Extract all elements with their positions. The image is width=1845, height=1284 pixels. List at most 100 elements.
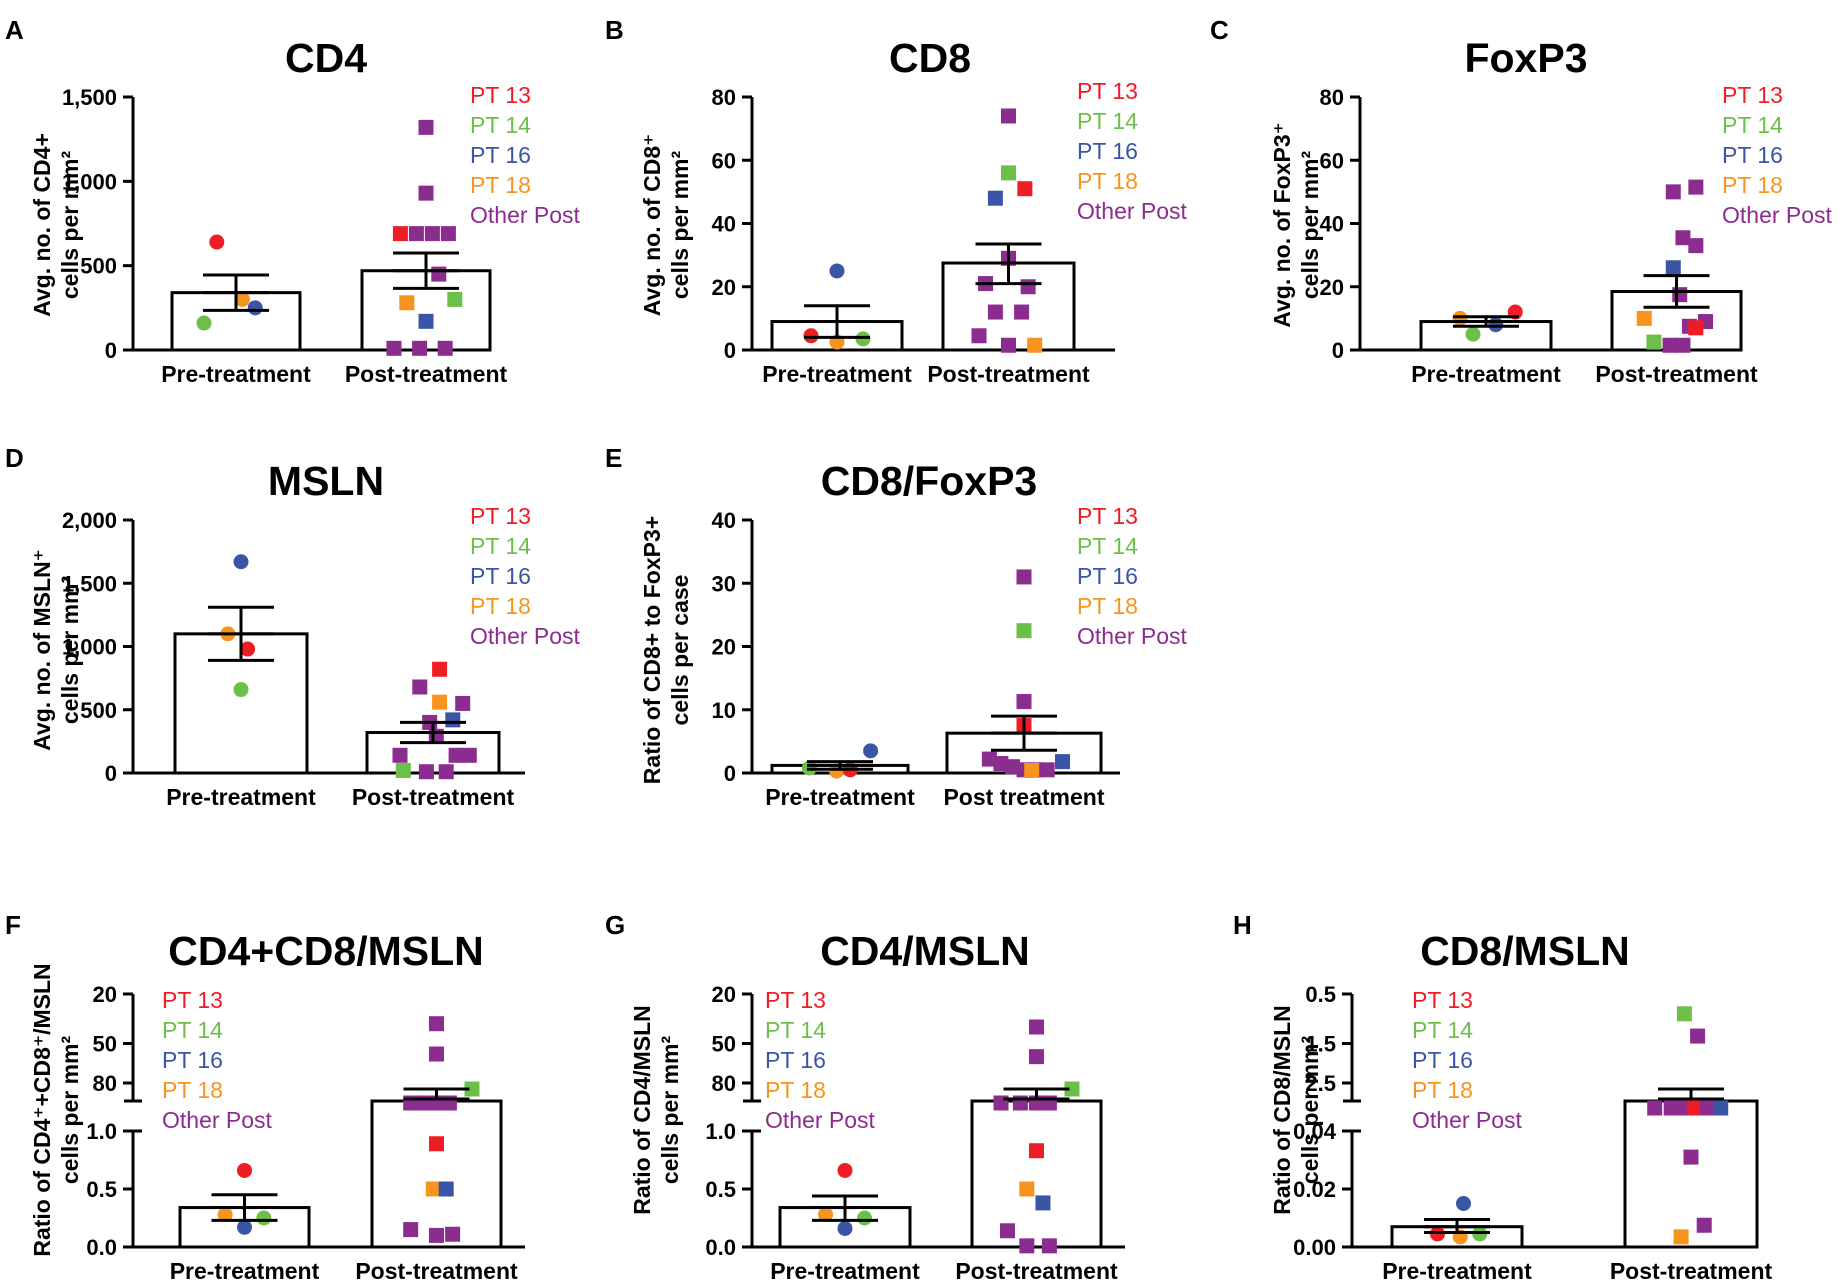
y-tick-label: 80 — [1320, 85, 1344, 110]
chart-title: CD8/MSLN — [1420, 928, 1630, 974]
x-tick-label: Pre-treatment — [762, 361, 912, 387]
y-tick-label: 500 — [80, 698, 117, 723]
y-tick-label: 1.0 — [705, 1119, 736, 1144]
data-point — [445, 712, 461, 728]
panel-f: F CD4+CD8/MSLN Ratio of CD4⁺+CD8⁺/MSLN cell… — [5, 910, 525, 1284]
data-point — [1636, 310, 1652, 326]
y-axis-label-line: cells per mm² — [57, 1036, 83, 1185]
data-point — [1700, 1100, 1715, 1116]
x-tick-label: Pre-treatment — [166, 784, 316, 810]
panel-label: D — [5, 443, 24, 473]
data-point — [237, 1162, 252, 1178]
y-axis-label: Ratio of CD8/MSLN cells per mm² — [1269, 1005, 1323, 1215]
data-point — [1001, 165, 1016, 181]
panel-a: A CD4 Avg. no. of CD4+ cells per mm² 0 500 1,0… — [5, 15, 581, 387]
legend-entry: PT 13 — [1722, 82, 1783, 108]
legend-entry: Other Post — [470, 623, 581, 649]
data-point — [1465, 326, 1481, 342]
y-tick-label: 1.0 — [86, 1119, 117, 1144]
data-point — [837, 1220, 853, 1236]
chart-title: MSLN — [268, 458, 384, 504]
data-point — [432, 694, 448, 710]
legend: PT 13 PT 14 PT 16 PT 18 Other Post — [1412, 987, 1523, 1133]
x-tick-label: Pre-treatment — [1411, 361, 1561, 387]
data-point — [1683, 1149, 1699, 1165]
data-point — [386, 340, 402, 356]
data-point — [1672, 287, 1688, 303]
data-point — [233, 682, 249, 698]
legend: PT 13 PT 14 PT 16 PT 18 Other Post — [470, 503, 581, 649]
y-axis-label-line: Avg. no. of CD4+ — [29, 133, 55, 317]
legend-entry: PT 14 — [470, 533, 531, 559]
data-point — [1662, 337, 1678, 353]
y-axis-label: Avg. no. of MSLN⁺ cells per mm² — [29, 549, 83, 751]
y-axis-label-line: Avg. no. of MSLN⁺ — [29, 549, 55, 751]
panel-label: B — [605, 15, 624, 45]
data-point — [1001, 108, 1016, 124]
data-point — [425, 1181, 441, 1197]
legend: PT 13 PT 14 PT 16 PT 18 Other Post — [1722, 82, 1833, 228]
x-tick-label: Post-treatment — [1610, 1258, 1773, 1284]
data-point — [1647, 1100, 1663, 1116]
panel-g: G CD4/MSLN Ratio of CD4/MSLN cells per mm² 0… — [605, 910, 1125, 1284]
y-axis-label-line: cells per mm² — [1297, 1036, 1323, 1185]
legend-entry: PT 18 — [1722, 172, 1783, 198]
chart-title: CD8/FoxP3 — [821, 458, 1037, 504]
y-tick-label: 0.5 — [86, 1177, 117, 1202]
data-point — [395, 762, 411, 778]
panel-b: B CD8 Avg. no. of CD8⁺ cells per mm² 0 20 40 60… — [605, 15, 1188, 387]
data-point — [412, 340, 428, 356]
y-tick-label: 1.5 — [1305, 1032, 1336, 1057]
data-point — [1001, 337, 1016, 353]
data-point — [1663, 1100, 1679, 1116]
data-point — [1019, 1181, 1035, 1197]
legend: PT 13 PT 14 PT 16 PT 18 Other Post — [1077, 78, 1188, 224]
x-tick-label: Post-treatment — [1595, 361, 1758, 387]
y-tick-label: 1,500 — [62, 85, 117, 110]
data-point — [1713, 1100, 1729, 1116]
y-tick-label: 20 — [1320, 275, 1344, 300]
y-tick-label: 80 — [93, 1071, 117, 1096]
bar-post — [370, 1099, 503, 1249]
x-tick-label: Pre-treatment — [770, 1258, 920, 1284]
x-tick-label: Pre-treatment — [1382, 1258, 1532, 1284]
y-tick-label: 40 — [712, 508, 736, 533]
data-point — [461, 747, 477, 763]
y-tick-label: 1,000 — [62, 169, 117, 194]
legend-entry: PT 18 — [1077, 168, 1138, 194]
y-tick-label: 20 — [712, 982, 736, 1007]
data-point — [209, 234, 225, 250]
y-tick-label: 60 — [1320, 148, 1344, 173]
data-point — [392, 226, 408, 242]
data-point — [1064, 1081, 1080, 1097]
legend-entry: PT 16 — [1077, 563, 1138, 589]
data-point — [1020, 279, 1036, 295]
data-point — [431, 266, 447, 282]
legend-entry: PT 18 — [162, 1077, 223, 1103]
y-axis-label-line: Ratio of CD8+ to FoxP3+ — [639, 516, 665, 784]
legend-entry: PT 13 — [470, 503, 531, 529]
data-point — [1696, 1217, 1712, 1233]
y-tick-label: 60 — [712, 148, 736, 173]
y-axis-label-line: cells per case — [667, 575, 693, 726]
y-tick-label: 0.5 — [1305, 982, 1336, 1007]
y-tick-label: 0.04 — [1293, 1119, 1337, 1144]
panel-d: D MSLN Avg. no. of MSLN⁺ cells per mm² 0 500 1… — [5, 443, 581, 810]
legend-entry: Other Post — [1077, 198, 1188, 224]
y-tick-label: 0 — [1332, 338, 1344, 363]
data-point — [234, 291, 250, 307]
x-tick-label: Post-treatment — [927, 361, 1090, 387]
y-tick-label: 80 — [712, 85, 736, 110]
y-tick-label: 20 — [712, 275, 736, 300]
y-tick-label: 40 — [712, 212, 736, 237]
data-point — [818, 1207, 833, 1223]
chart-title: CD8 — [889, 35, 971, 81]
y-tick-label: 2.5 — [1305, 1071, 1336, 1096]
y-axis-label: Avg. no. of CD8⁺ cells per mm² — [639, 134, 693, 317]
data-point — [1673, 1229, 1689, 1245]
legend-entry: PT 16 — [1722, 142, 1783, 168]
data-point — [418, 764, 434, 780]
y-tick-label: 30 — [712, 571, 736, 596]
data-point — [455, 695, 471, 711]
legend-entry: PT 14 — [1412, 1017, 1473, 1043]
